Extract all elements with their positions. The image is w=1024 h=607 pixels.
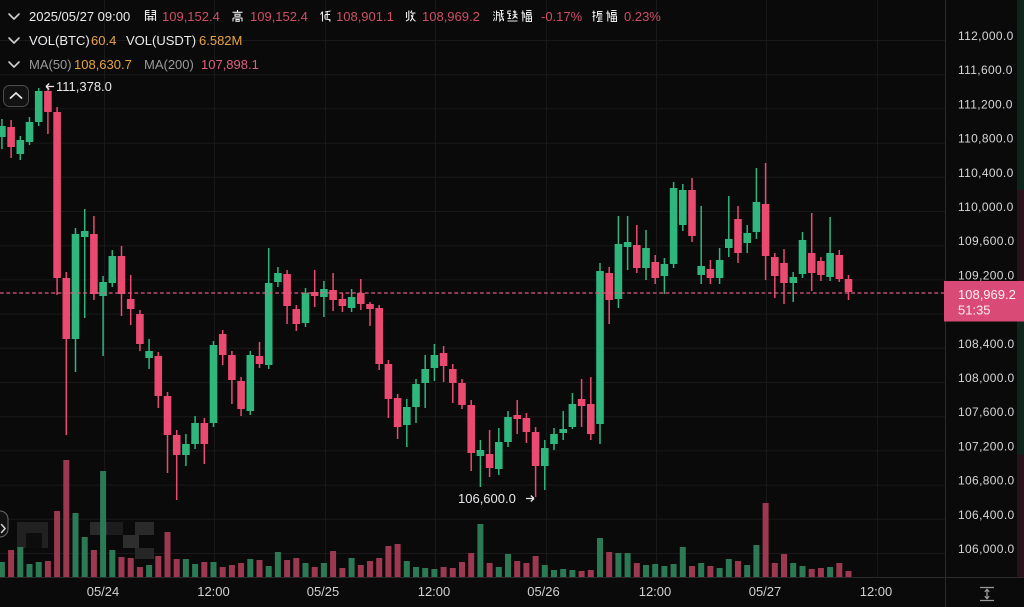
svg-text:VOL(BTC): VOL(BTC) (29, 33, 90, 48)
svg-text:MA(200): MA(200) (144, 57, 194, 72)
svg-text:106,400.0: 106,400.0 (958, 508, 1015, 522)
svg-text:109,200.0: 109,200.0 (958, 268, 1015, 282)
svg-text:109,152.4: 109,152.4 (250, 9, 308, 24)
svg-text:05/27: 05/27 (749, 584, 782, 599)
svg-text:111,378.0: 111,378.0 (56, 79, 112, 94)
svg-text:51:35: 51:35 (958, 303, 991, 318)
svg-text:6.582M: 6.582M (199, 33, 242, 48)
svg-text:111,200.0: 111,200.0 (958, 97, 1013, 111)
svg-text:108,969.2: 108,969.2 (422, 9, 480, 24)
svg-text:111,600.0: 111,600.0 (958, 63, 1013, 77)
svg-text:108,969.2: 108,969.2 (958, 287, 1016, 302)
svg-text:108,901.1: 108,901.1 (336, 9, 394, 24)
svg-text:05/26: 05/26 (527, 584, 560, 599)
svg-text:60.4: 60.4 (91, 33, 116, 48)
svg-text:109,600.0: 109,600.0 (958, 234, 1015, 248)
svg-text:106,600.0: 106,600.0 (458, 491, 516, 506)
svg-text:112,000.0: 112,000.0 (958, 29, 1014, 43)
svg-text:05/25: 05/25 (307, 584, 340, 599)
svg-text:106,800.0: 106,800.0 (958, 474, 1015, 488)
svg-text:2025/05/27 09:00: 2025/05/27 09:00 (29, 9, 130, 24)
svg-text:107,898.1: 107,898.1 (201, 57, 259, 72)
svg-text:05/24: 05/24 (87, 584, 120, 599)
svg-text:12:00: 12:00 (860, 584, 893, 599)
svg-text:108,630.7: 108,630.7 (74, 57, 132, 72)
svg-text:12:00: 12:00 (418, 584, 451, 599)
svg-text:-0.17%: -0.17% (541, 9, 583, 24)
svg-text:106,000.0: 106,000.0 (958, 542, 1015, 556)
svg-text:108,400.0: 108,400.0 (958, 337, 1015, 351)
svg-text:108,000.0: 108,000.0 (958, 371, 1015, 385)
svg-text:110,800.0: 110,800.0 (958, 132, 1014, 146)
svg-text:0.23%: 0.23% (624, 9, 661, 24)
svg-text:107,200.0: 107,200.0 (958, 439, 1015, 453)
svg-text:110,000.0: 110,000.0 (958, 200, 1014, 214)
svg-text:MA(50): MA(50) (29, 57, 72, 72)
svg-text:12:00: 12:00 (639, 584, 672, 599)
svg-text:109,152.4: 109,152.4 (162, 9, 220, 24)
svg-text:12:00: 12:00 (197, 584, 230, 599)
svg-text:VOL(USDT): VOL(USDT) (126, 33, 196, 48)
svg-text:107,600.0: 107,600.0 (958, 405, 1015, 419)
svg-text:110,400.0: 110,400.0 (958, 166, 1014, 180)
